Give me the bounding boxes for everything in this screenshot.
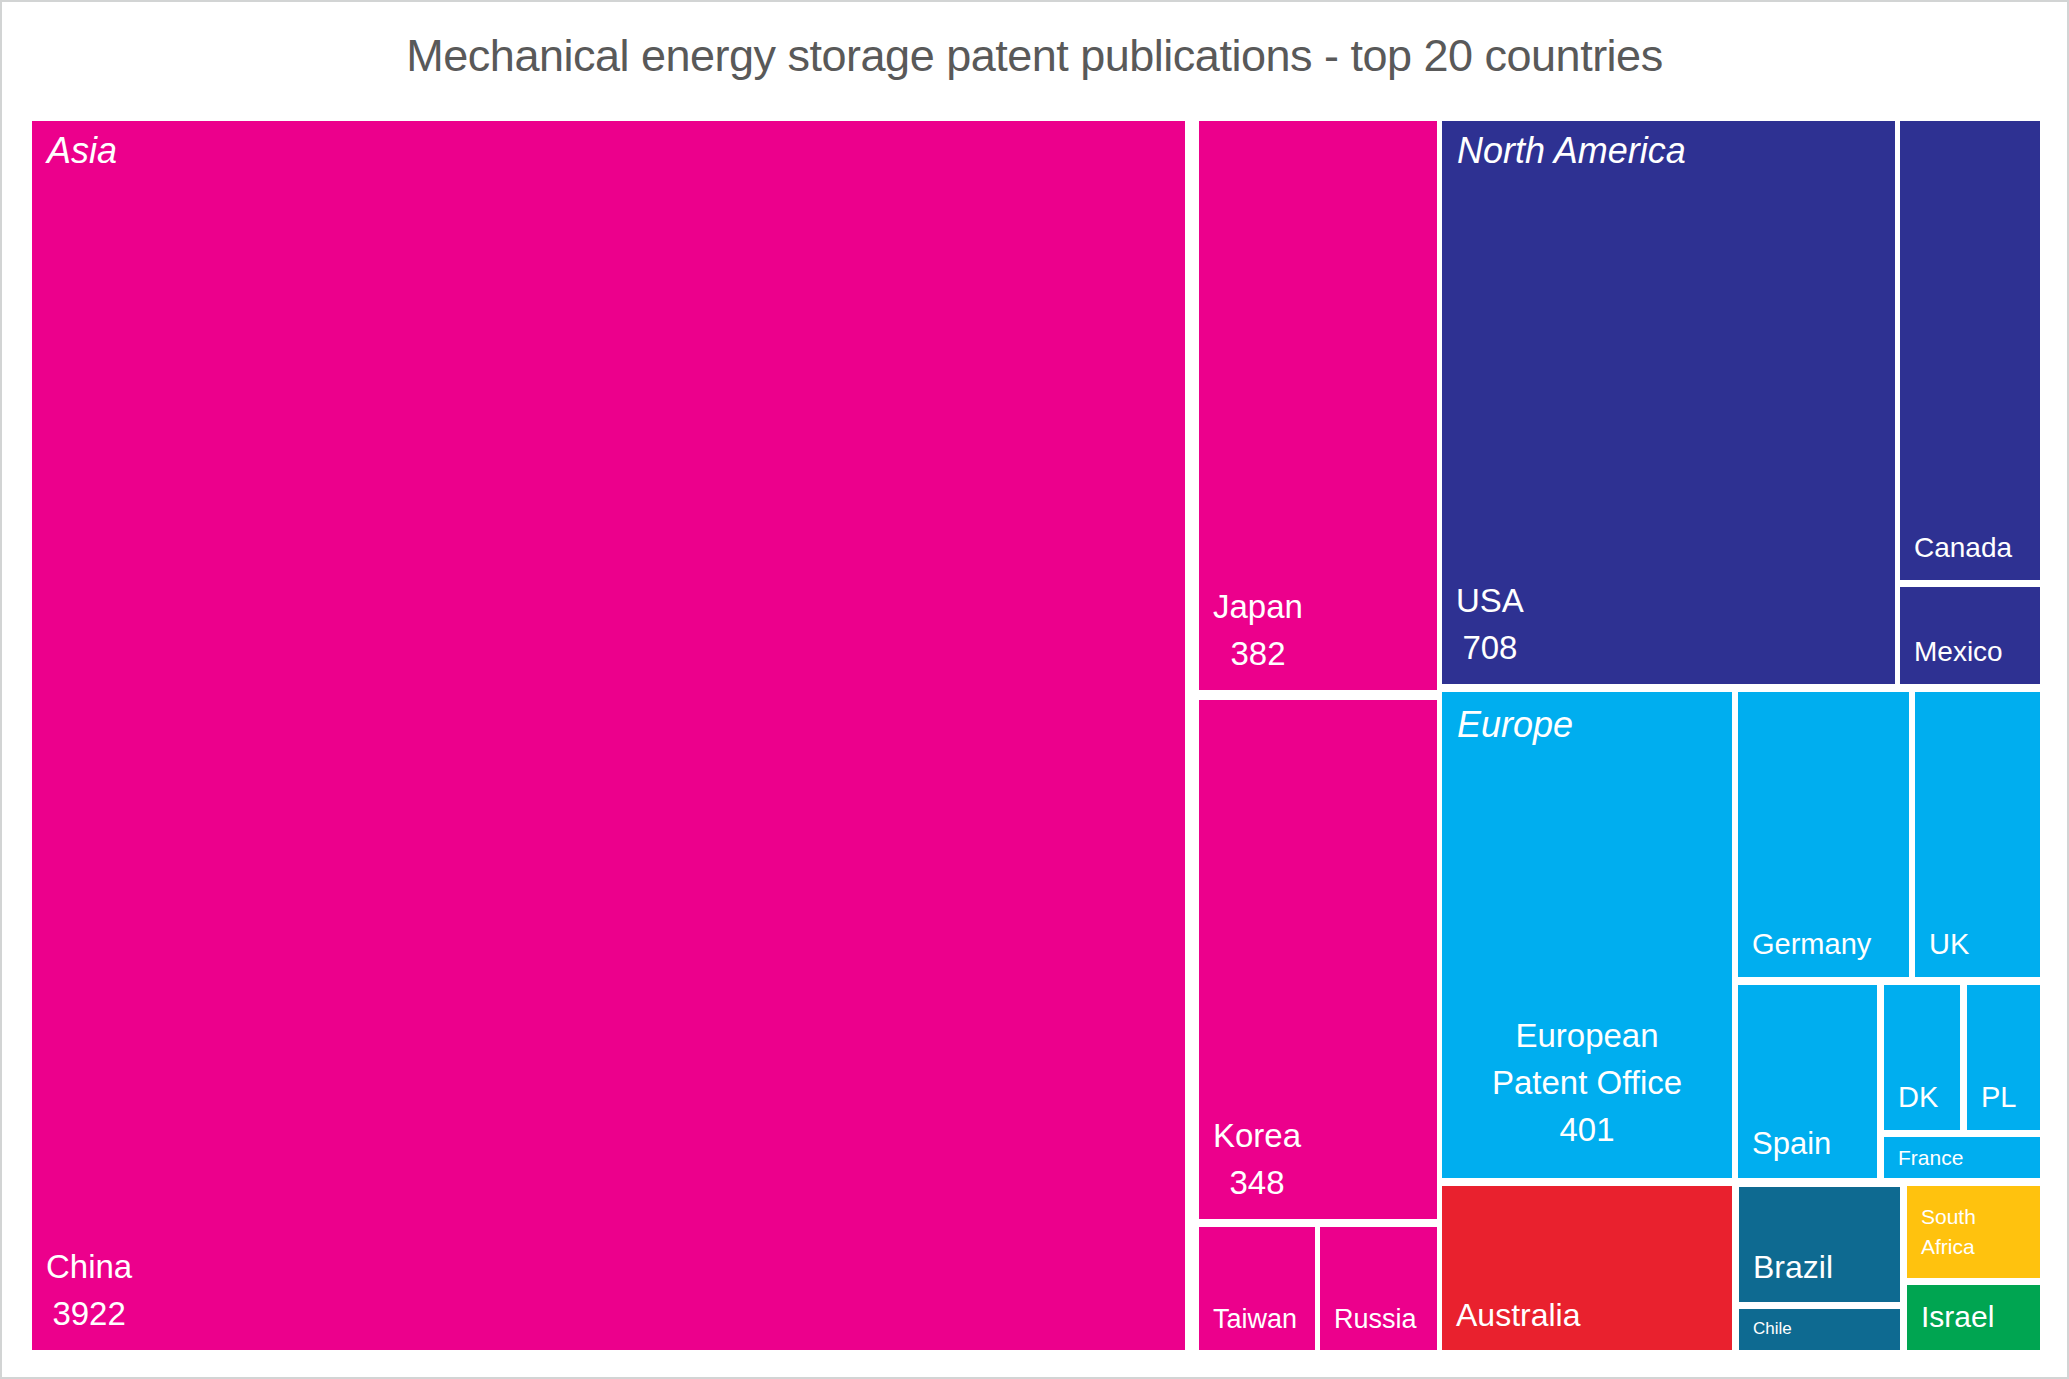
tile-name-line: Africa [1921,1232,1976,1262]
treemap-tile-uk[interactable]: UK [1915,692,2040,977]
treemap-tile-australia[interactable]: Australia [1442,1186,1732,1350]
chart-title: Mechanical energy storage patent publica… [2,30,2067,82]
tile-value: 348 [1213,1160,1301,1207]
treemap: China3922 Japan382 Korea348 Taiwan Russia USA… [32,121,2040,1351]
tile-label-australia: Australia [1456,1293,1581,1338]
treemap-tile-mexico[interactable]: Mexico [1900,587,2040,684]
tile-name-line: PL [1981,1077,2016,1118]
tile-label-korea: Korea348 [1213,1113,1301,1207]
tile-name-line: USA [1456,578,1524,625]
tile-name-line: Chile [1753,1317,1792,1341]
tile-name-line: Israel [1921,1296,1994,1339]
tile-label-japan: Japan382 [1213,584,1303,678]
tile-label-usa: USA708 [1456,578,1524,672]
tile-label-south-africa: SouthAfrica [1921,1202,1976,1262]
tile-name-line: DK [1898,1077,1938,1118]
treemap-tile-france[interactable]: France [1884,1137,2040,1178]
treemap-tile-european-patent-office[interactable]: EuropeanPatent Office401 [1442,692,1732,1178]
tile-value: 3922 [46,1291,132,1338]
tile-label-uk: UK [1929,924,1969,965]
tile-label-mexico: Mexico [1914,632,2003,672]
tile-name-line: Germany [1752,924,1871,965]
tile-name-line: South [1921,1202,1976,1232]
treemap-tile-brazil[interactable]: Brazil [1739,1187,1900,1302]
tile-name-line: France [1898,1143,1963,1173]
tile-label-spain: Spain [1752,1122,1831,1166]
tile-label-russia: Russia [1334,1300,1417,1338]
treemap-tile-spain[interactable]: Spain [1738,985,1877,1178]
tile-label-israel: Israel [1921,1296,1994,1339]
tile-name-line: Spain [1752,1122,1831,1166]
treemap-tile-pl[interactable]: PL [1967,985,2040,1130]
tile-value: 708 [1456,625,1524,672]
treemap-tile-canada[interactable]: Canada [1900,121,2040,580]
treemap-tile-china[interactable]: China3922 [32,121,1185,1350]
tile-label-chile: Chile [1753,1317,1792,1341]
tile-name-line: Japan [1213,584,1303,631]
tile-label-france: France [1898,1143,1963,1173]
treemap-tile-south-africa[interactable]: SouthAfrica [1907,1186,2040,1278]
treemap-tile-chile[interactable]: Chile [1739,1309,1900,1350]
tile-name-line: Taiwan [1213,1300,1297,1338]
tile-label-brazil: Brazil [1753,1245,1833,1290]
tile-name-line: UK [1929,924,1969,965]
treemap-tile-germany[interactable]: Germany [1738,692,1909,977]
treemap-tile-dk[interactable]: DK [1884,985,1960,1130]
tile-name-line: Korea [1213,1113,1301,1160]
tile-value: 382 [1213,631,1303,678]
tile-label-taiwan: Taiwan [1213,1300,1297,1338]
tile-name-line: Mexico [1914,632,2003,672]
tile-label-china: China3922 [46,1244,132,1338]
tile-name-line: China [46,1244,132,1291]
treemap-tile-israel[interactable]: Israel [1907,1285,2040,1350]
treemap-tile-japan[interactable]: Japan382 [1199,121,1437,690]
tile-name-line: European [1492,1013,1682,1060]
tile-name-line: Brazil [1753,1245,1833,1290]
treemap-tile-taiwan[interactable]: Taiwan [1199,1227,1315,1350]
tile-label-germany: Germany [1752,924,1871,965]
tile-label-canada: Canada [1914,528,2012,568]
tile-name-line: Australia [1456,1293,1581,1338]
tile-name-line: Russia [1334,1300,1417,1338]
tile-name-line: Patent Office [1492,1060,1682,1107]
tile-label-dk: DK [1898,1077,1938,1118]
tile-label-european-patent-office: EuropeanPatent Office401 [1492,1013,1682,1154]
tile-value: 401 [1492,1107,1682,1154]
treemap-tile-korea[interactable]: Korea348 [1199,700,1437,1219]
treemap-chart-canvas: Mechanical energy storage patent publica… [0,0,2069,1379]
tile-name-line: Canada [1914,528,2012,568]
treemap-tile-russia[interactable]: Russia [1320,1227,1437,1350]
treemap-tile-usa[interactable]: USA708 [1442,121,1895,684]
tile-label-pl: PL [1981,1077,2016,1118]
